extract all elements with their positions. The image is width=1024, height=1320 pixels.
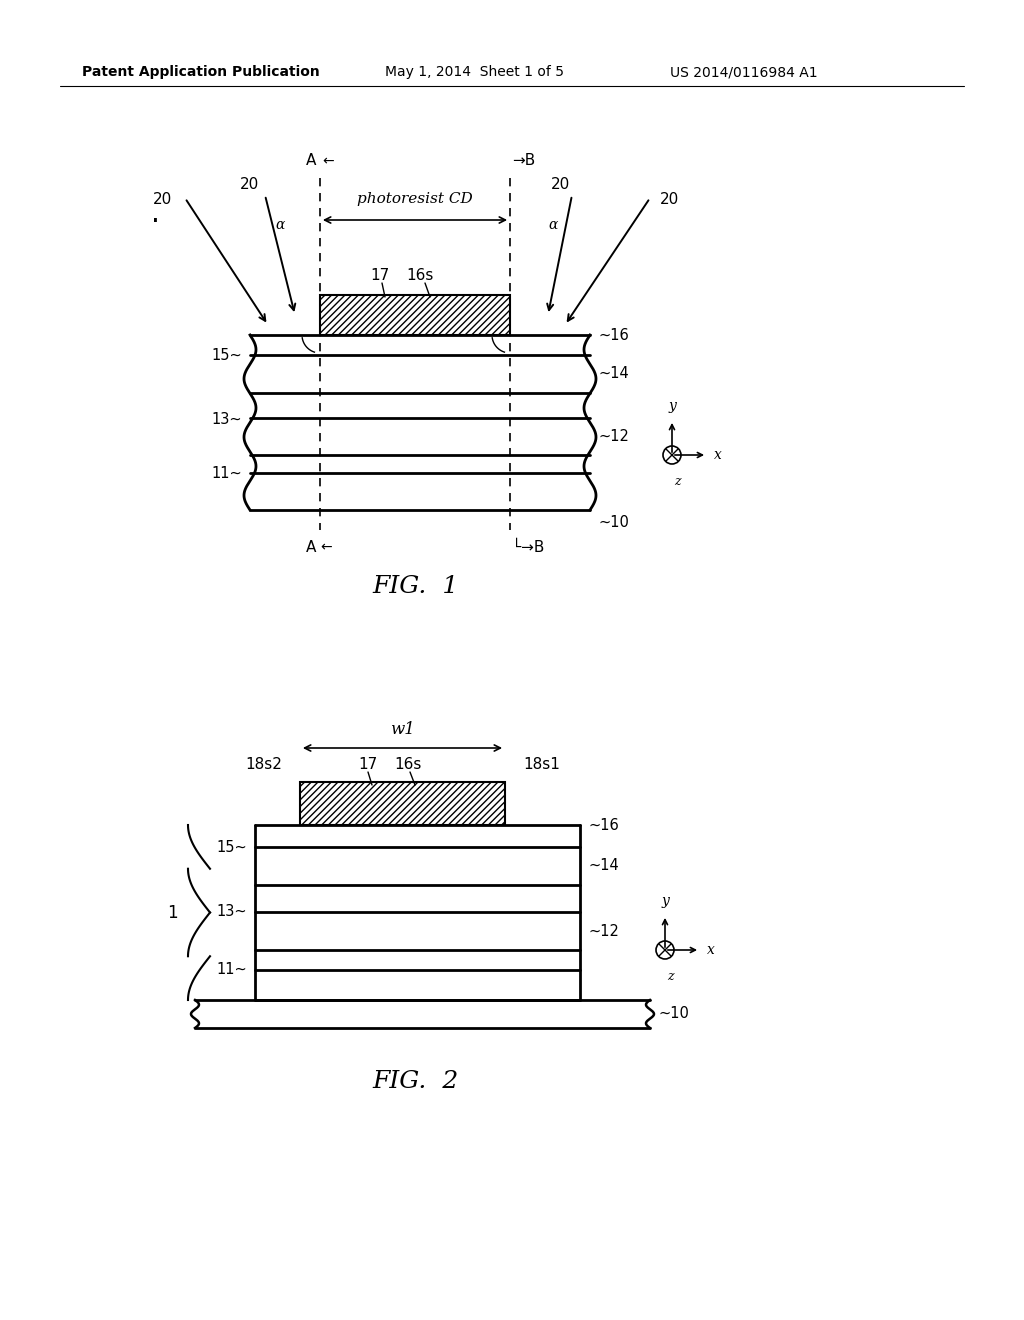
Text: FIG.  1: FIG. 1 xyxy=(372,576,458,598)
Text: 18s2: 18s2 xyxy=(245,756,282,772)
Text: x: x xyxy=(707,942,715,957)
Text: 16s: 16s xyxy=(407,268,434,282)
Text: x: x xyxy=(714,447,722,462)
Text: May 1, 2014  Sheet 1 of 5: May 1, 2014 Sheet 1 of 5 xyxy=(385,65,564,79)
Text: FIG.  2: FIG. 2 xyxy=(372,1071,458,1093)
Text: w1: w1 xyxy=(390,721,415,738)
Text: └→B: └→B xyxy=(512,540,545,554)
Text: 16s: 16s xyxy=(394,756,422,772)
Text: 13~: 13~ xyxy=(216,904,247,920)
Text: z: z xyxy=(667,970,674,983)
Text: →B: →B xyxy=(512,153,536,168)
Text: ~16: ~16 xyxy=(598,327,629,342)
Bar xyxy=(300,781,505,825)
Text: 11~: 11~ xyxy=(216,962,247,978)
Text: ~10: ~10 xyxy=(598,515,629,531)
Bar xyxy=(319,294,510,335)
Text: 15~: 15~ xyxy=(211,348,242,363)
Text: ~16: ~16 xyxy=(588,817,618,833)
Text: 11~: 11~ xyxy=(211,466,242,482)
Text: 20: 20 xyxy=(240,177,259,191)
Text: 20: 20 xyxy=(551,177,570,191)
Text: y: y xyxy=(662,894,669,908)
Text: 1: 1 xyxy=(167,903,178,921)
Text: A: A xyxy=(305,153,316,168)
Text: ~14: ~14 xyxy=(588,858,618,874)
Text: ~10: ~10 xyxy=(658,1006,689,1022)
Text: 17: 17 xyxy=(371,268,389,282)
Text: 15~: 15~ xyxy=(216,840,247,854)
Text: ~12: ~12 xyxy=(598,429,629,444)
Text: A: A xyxy=(305,540,316,554)
Text: ←: ← xyxy=(319,540,332,554)
Text: α: α xyxy=(548,218,558,232)
Text: 17: 17 xyxy=(358,756,378,772)
Text: 13~: 13~ xyxy=(211,412,242,426)
Text: y: y xyxy=(668,399,676,413)
Text: Patent Application Publication: Patent Application Publication xyxy=(82,65,319,79)
Text: 20: 20 xyxy=(660,193,679,207)
Text: US 2014/0116984 A1: US 2014/0116984 A1 xyxy=(670,65,817,79)
Text: 18s1: 18s1 xyxy=(523,756,560,772)
Text: ~12: ~12 xyxy=(588,924,618,939)
Text: z: z xyxy=(674,475,681,488)
Text: photoresist CD: photoresist CD xyxy=(357,191,473,206)
Text: α: α xyxy=(275,218,285,232)
Text: ·: · xyxy=(151,209,160,236)
Text: ~14: ~14 xyxy=(598,367,629,381)
Text: ←: ← xyxy=(322,154,334,168)
Text: 20: 20 xyxy=(153,193,172,207)
